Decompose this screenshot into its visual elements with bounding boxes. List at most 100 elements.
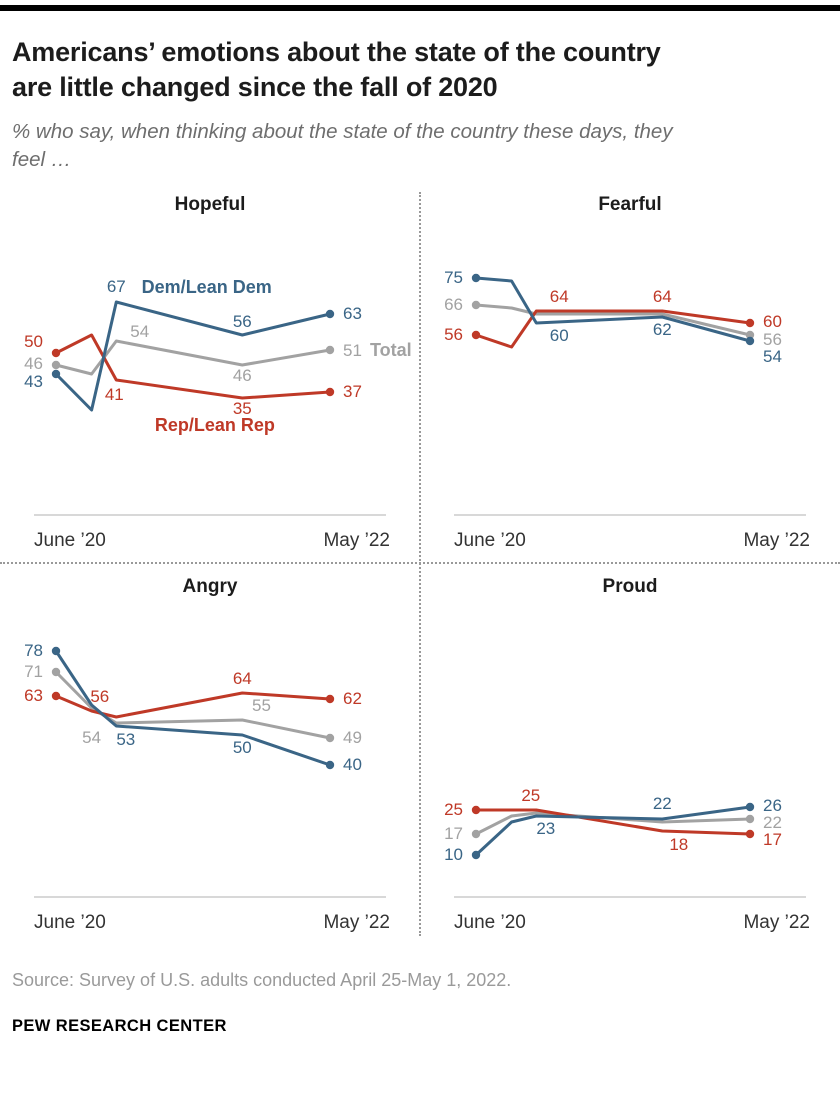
report-footer: Source: Survey of U.S. adults conducted …: [0, 944, 840, 1036]
value-label: 66: [444, 295, 463, 314]
data-point-rep: [325, 387, 335, 396]
value-label: 22: [763, 813, 782, 832]
charts-grid: Hopeful 50 46 43 67 54 41 Dem/Lean Dem 56 46 35 Re…: [0, 182, 840, 944]
data-point-rep: [471, 330, 481, 339]
page-subtitle-line2: feel …: [12, 147, 72, 171]
value-label: 22: [653, 794, 672, 813]
x-tick-label-right: May ’22: [743, 911, 810, 933]
value-label: 75: [444, 268, 463, 287]
charts-row-top: Hopeful 50 46 43 67 54 41 Dem/Lean Dem 56 46 35 Re…: [0, 182, 840, 562]
value-label: 26: [763, 796, 782, 815]
series-line-rep: [474, 808, 752, 836]
series-line-dem: [54, 649, 332, 767]
fearful-x-axis: June ’20 May ’22: [420, 528, 840, 562]
data-point-dem: [325, 760, 335, 769]
panel-hopeful: Hopeful 50 46 43 67 54 41 Dem/Lean Dem 56 46 35 Re…: [0, 182, 420, 562]
value-label: 50: [233, 738, 252, 757]
hopeful-x-axis: June ’20 May ’22: [0, 528, 420, 562]
data-point-total: [325, 345, 335, 354]
x-tick-label-left: June ’20: [454, 911, 526, 933]
panel-proud: Proud 25 17 10 25 23 22 18 26 22 17 June ’20 May …: [420, 564, 840, 944]
page-title-line1: Americans’ emotions about the state of t…: [12, 37, 661, 67]
page-title: Americans’ emotions about the state of t…: [12, 35, 826, 105]
vertical-dotted-divider: [419, 191, 421, 936]
top-accent-bar: [0, 5, 840, 11]
value-label: 17: [763, 830, 782, 849]
data-point-dem: [325, 309, 335, 318]
value-label: 71: [24, 662, 43, 681]
value-label: 78: [24, 641, 43, 660]
series-line-total: [474, 811, 752, 836]
value-label: 67: [107, 277, 126, 296]
data-point-total: [471, 300, 481, 309]
series-line-rep: [54, 333, 332, 400]
value-label: 54: [130, 322, 149, 341]
value-label: 64: [233, 669, 252, 688]
page-subtitle: % who say, when thinking about the state…: [12, 118, 826, 173]
panel-title-hopeful: Hopeful: [174, 193, 246, 215]
data-point-rep: [471, 805, 481, 814]
value-label: 56: [763, 330, 782, 349]
data-point-rep: [745, 318, 755, 327]
value-label: 25: [444, 800, 463, 819]
series-line-total: [54, 339, 332, 376]
value-label: 56: [444, 325, 463, 344]
series-line-rep: [54, 691, 332, 719]
series-line-dem: [474, 805, 752, 857]
value-label: 64: [550, 287, 569, 306]
data-point-total: [51, 360, 61, 369]
value-label: 63: [343, 304, 362, 323]
value-label: 10: [444, 845, 463, 864]
data-point-rep: [51, 348, 61, 357]
data-point-total: [745, 814, 755, 823]
x-tick-label-left: June ’20: [34, 529, 106, 551]
value-label: 62: [343, 689, 362, 708]
data-point-total: [471, 829, 481, 838]
data-point-total: [745, 330, 755, 339]
data-point-dem: [745, 336, 755, 345]
series-line-total: [474, 303, 752, 337]
panel-angry: Angry 78 71 63 56 54 53 64 55 50 62 49 40 June ’20 …: [0, 564, 420, 944]
value-label: 35: [233, 399, 252, 418]
value-label: 60: [550, 326, 569, 345]
series-line-dem: [474, 276, 752, 343]
value-label: 60: [763, 312, 782, 331]
x-tick-label-left: June ’20: [454, 529, 526, 551]
data-point-rep: [325, 694, 335, 703]
data-point-rep: [745, 829, 755, 838]
value-label: 46: [233, 366, 252, 385]
value-label: 46: [24, 354, 43, 373]
x-tick-label-right: May ’22: [323, 911, 390, 933]
value-label: 50: [24, 332, 43, 351]
value-label: 17: [444, 824, 463, 843]
value-label: 63: [24, 686, 43, 705]
panel-title-angry: Angry: [182, 575, 238, 597]
panel-fearful: Fearful 75 66 56 64 60 64 62 60 56 54 June ’20 Ma…: [420, 182, 840, 562]
value-label: 56: [90, 687, 109, 706]
data-point-dem: [471, 850, 481, 859]
angry-x-axis: June ’20 May ’22: [0, 910, 420, 944]
value-label: 37: [343, 382, 362, 401]
data-point-total: [51, 667, 61, 676]
value-label: 41: [105, 385, 124, 404]
value-label: 25: [521, 786, 540, 805]
x-tick-label-right: May ’22: [323, 529, 390, 551]
data-point-dem: [471, 273, 481, 282]
data-point-rep: [51, 691, 61, 700]
series-line-total: [54, 670, 332, 740]
source-note: Source: Survey of U.S. adults conducted …: [12, 969, 512, 990]
series-line-dem: [54, 300, 332, 412]
series-name-label: Rep/Lean Rep: [155, 415, 275, 435]
value-label: 40: [343, 755, 362, 774]
panel-title-proud: Proud: [602, 575, 658, 597]
data-point-total: [325, 733, 335, 742]
value-label: 54: [763, 347, 782, 366]
report-header: Americans’ emotions about the state of t…: [0, 11, 840, 174]
value-label: 43: [24, 372, 43, 391]
panel-title-fearful: Fearful: [598, 193, 662, 215]
data-point-dem: [51, 646, 61, 655]
charts-row-bottom: Angry 78 71 63 56 54 53 64 55 50 62 49 40 June ’20 …: [0, 564, 840, 944]
